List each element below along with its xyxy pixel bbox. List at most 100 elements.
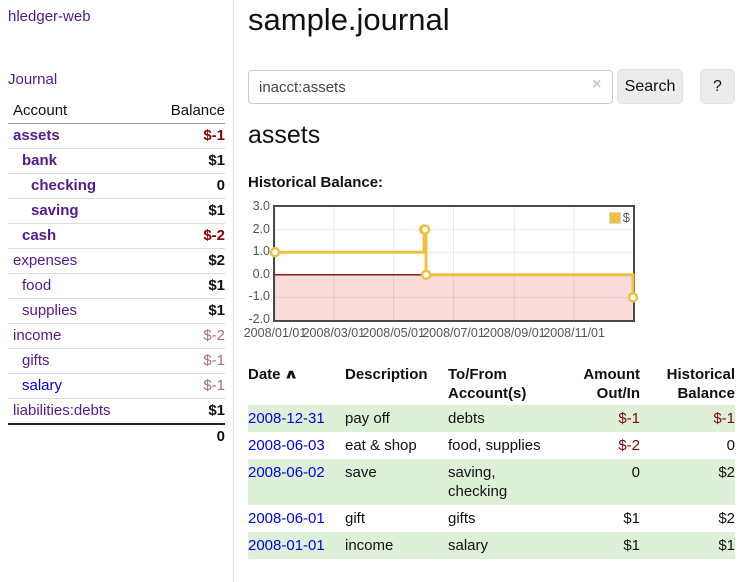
transaction-date-link[interactable]: 2008-01-01 — [248, 537, 325, 554]
transaction-amount: $1 — [623, 510, 640, 527]
account-row-supplies: supplies $1 — [8, 298, 225, 324]
search-input[interactable] — [248, 70, 613, 104]
register-header-row: Date ∧ Description To/From Account(s) Amo… — [248, 360, 735, 405]
account-link[interactable]: assets — [13, 127, 60, 144]
account-link[interactable]: income — [13, 327, 62, 344]
transaction-date-link[interactable]: 2008-06-03 — [248, 437, 325, 454]
clear-search-icon[interactable]: × — [592, 76, 602, 93]
account-balance: 0 — [149, 173, 225, 199]
account-link[interactable]: food — [22, 277, 52, 294]
transaction-amount: $-1 — [618, 410, 640, 427]
col-balance: Historical Balance — [666, 366, 735, 402]
sort-ascending-icon: ∧ — [282, 366, 299, 383]
account-balance: $-1 — [149, 123, 225, 149]
transaction-description: income — [345, 537, 394, 554]
transaction-description: pay off — [345, 410, 390, 427]
sidebar: hledger-web Journal Account Balance asse… — [0, 0, 233, 582]
register-row: 2008-12-31 pay off debts $-1 $-1 — [248, 405, 735, 432]
transaction-balance: $-1 — [713, 410, 735, 427]
col-description: Description — [345, 366, 428, 383]
transaction-accounts: debts — [448, 410, 485, 427]
register-row: 2008-01-01 income salary $1 $1 — [248, 532, 735, 559]
brand-link[interactable]: hledger-web — [8, 8, 91, 25]
transaction-balance: $2 — [718, 510, 735, 527]
x-axis-tick-label: 2008/03/01 — [302, 326, 366, 340]
search-button[interactable]: Search — [617, 69, 683, 104]
accounts-col-account: Account — [8, 98, 150, 124]
y-axis-tick-label: 1.0 — [252, 244, 270, 259]
col-amount: Amount Out/In — [583, 366, 640, 402]
transaction-amount: 0 — [631, 464, 640, 481]
sidebar-item-journal[interactable]: Journal — [8, 71, 58, 88]
register-table: Date ∧ Description To/From Account(s) Amo… — [248, 360, 735, 559]
account-link[interactable]: supplies — [22, 302, 78, 319]
x-axis-tick-label: 2008/01/01 — [243, 326, 307, 340]
account-balance: $1 — [149, 148, 225, 174]
y-axis-tick-label: -2.0 — [248, 312, 270, 326]
account-balance: $-2 — [149, 323, 225, 349]
transaction-date-link[interactable]: 2008-12-31 — [248, 410, 325, 427]
chart-title: Historical Balance: — [248, 174, 384, 191]
account-balance: $2 — [149, 248, 225, 274]
register-row: 2008-06-03 eat & shop food, supplies $-2… — [248, 432, 735, 459]
transaction-amount: $1 — [623, 537, 640, 554]
transaction-balance: $2 — [718, 464, 735, 481]
transaction-balance: 0 — [726, 437, 735, 454]
y-axis-tick-label: -1.0 — [248, 289, 270, 304]
transaction-accounts: saving, checking — [448, 464, 508, 500]
account-row-liabilities-debts: liabilities:debts $1 — [8, 399, 225, 425]
transaction-date-link[interactable]: 2008-06-01 — [248, 510, 325, 527]
account-link[interactable]: gifts — [22, 352, 50, 369]
col-accounts: To/From Account(s) — [448, 366, 527, 402]
account-balance: $1 — [149, 273, 225, 299]
x-axis-tick-label: 2008/07/01 — [422, 326, 485, 340]
legend-label: $ — [622, 210, 630, 225]
col-date-label: Date — [248, 366, 281, 383]
transaction-description: eat & shop — [345, 437, 417, 454]
account-row-expenses: expenses $2 — [8, 248, 225, 274]
account-row-income: income $-2 — [8, 323, 225, 349]
transaction-accounts: salary — [448, 537, 489, 554]
accounts-total-row: 0 — [8, 423, 225, 449]
transaction-description: save — [345, 464, 377, 481]
y-axis-tick-label: 2.0 — [252, 221, 270, 236]
account-balance: $1 — [149, 198, 225, 224]
account-link[interactable]: liabilities:debts — [13, 402, 111, 419]
register-row: 2008-06-02 save saving, checking 0 $2 — [248, 459, 735, 505]
account-heading: assets — [248, 121, 321, 149]
register-row: 2008-06-01 gift gifts $1 $2 — [248, 505, 735, 532]
help-button[interactable]: ? — [700, 69, 735, 104]
chart-canvas — [269, 207, 639, 320]
account-link[interactable]: saving — [31, 202, 79, 219]
page-title: sample.journal — [248, 2, 450, 37]
account-link[interactable]: checking — [31, 177, 97, 194]
x-axis-tick-label: 2008/11/01 — [543, 326, 605, 340]
account-link[interactable]: expenses — [13, 252, 78, 269]
chart-legend: $ — [608, 210, 630, 225]
account-balance: $-2 — [149, 223, 225, 249]
y-axis-tick-label: 3.0 — [252, 199, 270, 213]
transaction-amount: $-2 — [618, 437, 640, 454]
accounts-table-header: Account Balance — [8, 98, 225, 124]
accounts-col-balance: Balance — [149, 98, 225, 124]
account-row-salary: salary $-1 — [8, 373, 225, 399]
account-balance: $1 — [149, 298, 225, 324]
account-row-food: food $1 — [8, 273, 225, 299]
y-axis-tick-label: 0.0 — [252, 266, 270, 281]
account-row-saving: saving $1 — [8, 198, 225, 224]
account-balance: $-1 — [149, 348, 225, 374]
account-link[interactable]: bank — [22, 152, 58, 169]
account-link[interactable]: cash — [22, 227, 57, 244]
transaction-date-link[interactable]: 2008-06-02 — [248, 464, 325, 481]
transaction-accounts: gifts — [448, 510, 476, 527]
account-link[interactable]: salary — [22, 377, 63, 394]
account-row-checking: checking 0 — [8, 173, 225, 199]
legend-swatch-icon — [608, 211, 621, 224]
account-balance: $-1 — [149, 373, 225, 399]
sidebar-divider — [233, 0, 234, 582]
account-row-cash: cash $-2 — [8, 223, 225, 249]
account-row-bank: bank $1 — [8, 148, 225, 174]
accounts-total: 0 — [149, 423, 225, 449]
col-date[interactable]: Date ∧ — [248, 360, 345, 405]
account-balance: $1 — [208, 402, 225, 419]
